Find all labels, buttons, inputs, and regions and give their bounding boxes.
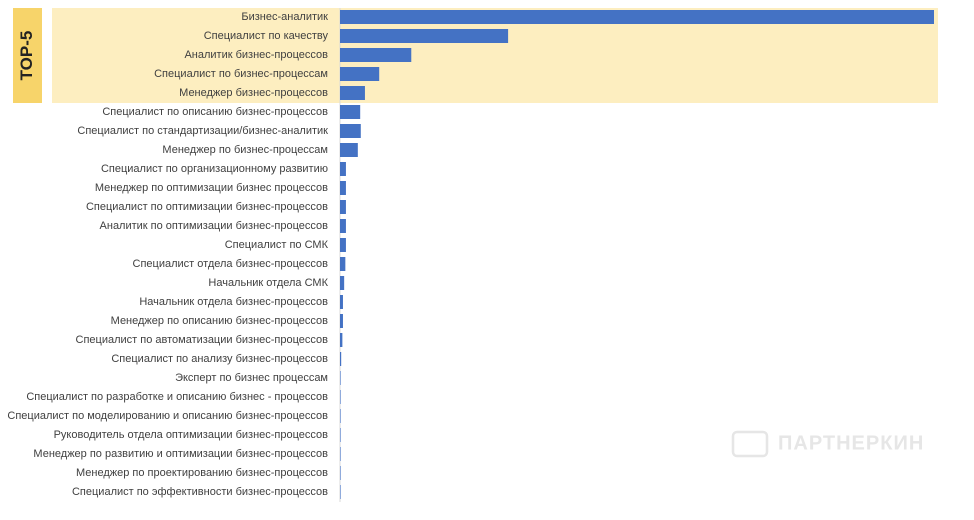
watermark-icon: [731, 430, 769, 458]
bar: [340, 10, 934, 24]
bar: [340, 48, 412, 62]
category-label: Специалист по организационному развитию: [101, 163, 328, 175]
category-label: Специалист по бизнес-процессам: [154, 68, 328, 80]
bar: [340, 371, 341, 385]
category-label: Специалист по автоматизации бизнес-проце…: [76, 334, 329, 346]
bar: [340, 295, 343, 309]
category-label: Начальник отдела СМК: [208, 277, 328, 289]
bar: [340, 390, 341, 404]
bar: [340, 447, 341, 461]
category-label: Эксперт по бизнес процессам: [175, 372, 328, 384]
bar: [340, 162, 346, 176]
bar: [340, 124, 361, 138]
category-label: Менеджер бизнес-процессов: [179, 87, 328, 99]
bar: [340, 428, 341, 442]
bar: [340, 352, 342, 366]
category-label: Руководитель отдела оптимизации бизнес-п…: [54, 429, 329, 441]
highlight-label: TOP-5: [17, 31, 36, 81]
bar: [340, 105, 361, 119]
category-label: Специалист по разработке и описанию бизн…: [26, 391, 328, 403]
bar: [340, 238, 346, 252]
category-label: Специалист по описанию бизнес-процессов: [102, 106, 328, 118]
category-label: Менеджер по развитию и оптимизации бизне…: [33, 448, 328, 460]
bar: [340, 333, 343, 347]
bar: [340, 86, 365, 100]
category-label: Специалист по стандартизации/бизнес-анал…: [77, 125, 328, 137]
category-label: Аналитик по оптимизации бизнес-процессов: [100, 220, 329, 232]
category-label: Бизнес-аналитик: [241, 11, 328, 23]
bar: [340, 276, 345, 290]
bar: [340, 257, 346, 271]
category-label: Менеджер по оптимизации бизнес процессов: [95, 182, 328, 194]
category-label: Специалист по моделированию и описанию б…: [7, 410, 328, 422]
category-label: Специалист по эффективности бизнес-проце…: [72, 486, 328, 498]
bar: [340, 143, 358, 157]
bar: [340, 314, 343, 328]
bar: [340, 485, 341, 499]
category-label: Менеджер по описанию бизнес-процессов: [111, 315, 328, 327]
category-label: Специалист отдела бизнес-процессов: [133, 258, 329, 270]
bar: [340, 409, 341, 423]
bar: [340, 200, 346, 214]
bar: [340, 67, 380, 81]
bar: [340, 29, 509, 43]
category-label: Менеджер по бизнес-процессам: [162, 144, 328, 156]
category-label: Аналитик бизнес-процессов: [184, 49, 328, 61]
watermark: ПАРТНЕРКИН: [778, 432, 924, 454]
category-label: Специалист по качеству: [204, 30, 329, 42]
bar: [340, 219, 346, 233]
bar: [340, 466, 341, 480]
category-label: Специалист по СМК: [225, 239, 329, 251]
category-label: Специалист по оптимизации бизнес-процесс…: [86, 201, 328, 213]
highlight-tag: [13, 8, 42, 103]
category-label: Специалист по анализу бизнес-процессов: [111, 353, 328, 365]
category-label: Менеджер по проектированию бизнес-процес…: [76, 467, 328, 479]
category-label: Начальник отдела бизнес-процессов: [139, 296, 328, 308]
bar: [340, 181, 346, 195]
